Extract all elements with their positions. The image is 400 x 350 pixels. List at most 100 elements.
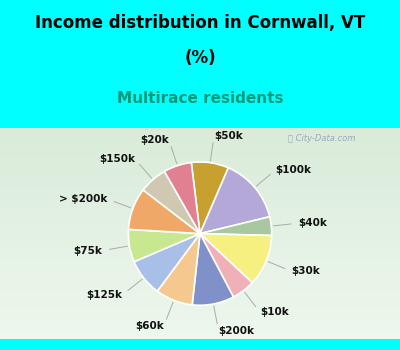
Bar bbox=[0, 246, 400, 248]
Text: $20k: $20k bbox=[140, 135, 169, 145]
Bar bbox=[0, 227, 400, 229]
Bar bbox=[0, 240, 400, 242]
Bar bbox=[0, 198, 400, 200]
Wedge shape bbox=[200, 234, 272, 283]
Bar bbox=[0, 231, 400, 234]
Text: $200k: $200k bbox=[218, 326, 254, 336]
Bar bbox=[0, 282, 400, 285]
Bar bbox=[0, 329, 400, 331]
Bar bbox=[0, 229, 400, 231]
Bar bbox=[0, 208, 400, 210]
Bar bbox=[0, 303, 400, 306]
Bar bbox=[0, 274, 400, 276]
Bar bbox=[0, 200, 400, 202]
Bar bbox=[0, 267, 400, 270]
Bar bbox=[0, 236, 400, 238]
Bar bbox=[0, 134, 400, 136]
Text: $40k: $40k bbox=[298, 218, 327, 228]
Wedge shape bbox=[200, 168, 270, 234]
Text: $125k: $125k bbox=[86, 290, 122, 300]
Bar bbox=[0, 164, 400, 166]
Text: Income distribution in Cornwall, VT: Income distribution in Cornwall, VT bbox=[35, 14, 365, 32]
Bar bbox=[0, 322, 400, 324]
Bar bbox=[0, 143, 400, 145]
Bar bbox=[0, 333, 400, 335]
Bar bbox=[0, 196, 400, 198]
Bar bbox=[0, 270, 400, 272]
Bar bbox=[0, 202, 400, 204]
Bar bbox=[0, 295, 400, 297]
Bar bbox=[0, 206, 400, 208]
Bar bbox=[0, 263, 400, 265]
Wedge shape bbox=[128, 229, 200, 262]
Bar bbox=[0, 276, 400, 278]
Bar bbox=[0, 212, 400, 215]
Bar bbox=[0, 181, 400, 183]
Bar bbox=[0, 185, 400, 187]
Bar bbox=[0, 259, 400, 261]
Text: $100k: $100k bbox=[276, 165, 312, 175]
Bar bbox=[0, 308, 400, 310]
Bar bbox=[0, 145, 400, 147]
Bar bbox=[0, 312, 400, 314]
Bar bbox=[0, 160, 400, 162]
Bar bbox=[0, 162, 400, 164]
Bar bbox=[0, 147, 400, 149]
Bar bbox=[0, 187, 400, 189]
Bar bbox=[0, 158, 400, 160]
Bar bbox=[0, 166, 400, 168]
Text: (%): (%) bbox=[184, 49, 216, 67]
Bar bbox=[0, 138, 400, 140]
Bar bbox=[0, 297, 400, 299]
Bar bbox=[0, 285, 400, 287]
Text: Multirace residents: Multirace residents bbox=[117, 91, 283, 106]
Bar bbox=[0, 176, 400, 178]
Bar bbox=[0, 278, 400, 280]
Text: $10k: $10k bbox=[260, 307, 289, 317]
Bar bbox=[0, 221, 400, 223]
Bar bbox=[0, 223, 400, 225]
Bar bbox=[0, 194, 400, 196]
Bar bbox=[0, 151, 400, 153]
Bar bbox=[0, 280, 400, 282]
Bar bbox=[0, 255, 400, 257]
Bar bbox=[0, 168, 400, 170]
Bar bbox=[0, 204, 400, 206]
Bar bbox=[0, 215, 400, 217]
Bar bbox=[0, 327, 400, 329]
Bar bbox=[0, 242, 400, 244]
Text: $30k: $30k bbox=[292, 266, 320, 276]
Bar bbox=[0, 238, 400, 240]
Bar bbox=[0, 291, 400, 293]
Bar bbox=[0, 289, 400, 291]
Text: $75k: $75k bbox=[74, 245, 102, 256]
Bar bbox=[0, 316, 400, 318]
Bar bbox=[0, 272, 400, 274]
Bar bbox=[0, 130, 400, 132]
Bar bbox=[0, 225, 400, 227]
Bar bbox=[0, 149, 400, 151]
Bar bbox=[0, 174, 400, 176]
Bar bbox=[0, 128, 400, 130]
Text: $60k: $60k bbox=[135, 321, 164, 331]
Bar bbox=[0, 172, 400, 174]
Bar bbox=[0, 219, 400, 221]
Bar bbox=[0, 153, 400, 155]
Bar bbox=[0, 248, 400, 251]
Wedge shape bbox=[143, 172, 200, 234]
Bar bbox=[0, 265, 400, 267]
Bar bbox=[0, 299, 400, 301]
Bar bbox=[0, 318, 400, 320]
Bar bbox=[0, 253, 400, 255]
Bar bbox=[0, 293, 400, 295]
Text: > $200k: > $200k bbox=[59, 194, 107, 204]
Wedge shape bbox=[134, 234, 200, 291]
Wedge shape bbox=[157, 234, 200, 305]
Bar bbox=[0, 244, 400, 246]
Bar bbox=[0, 314, 400, 316]
Bar bbox=[0, 287, 400, 289]
Bar bbox=[0, 132, 400, 134]
Wedge shape bbox=[164, 162, 200, 234]
Bar bbox=[0, 234, 400, 236]
Bar bbox=[0, 257, 400, 259]
